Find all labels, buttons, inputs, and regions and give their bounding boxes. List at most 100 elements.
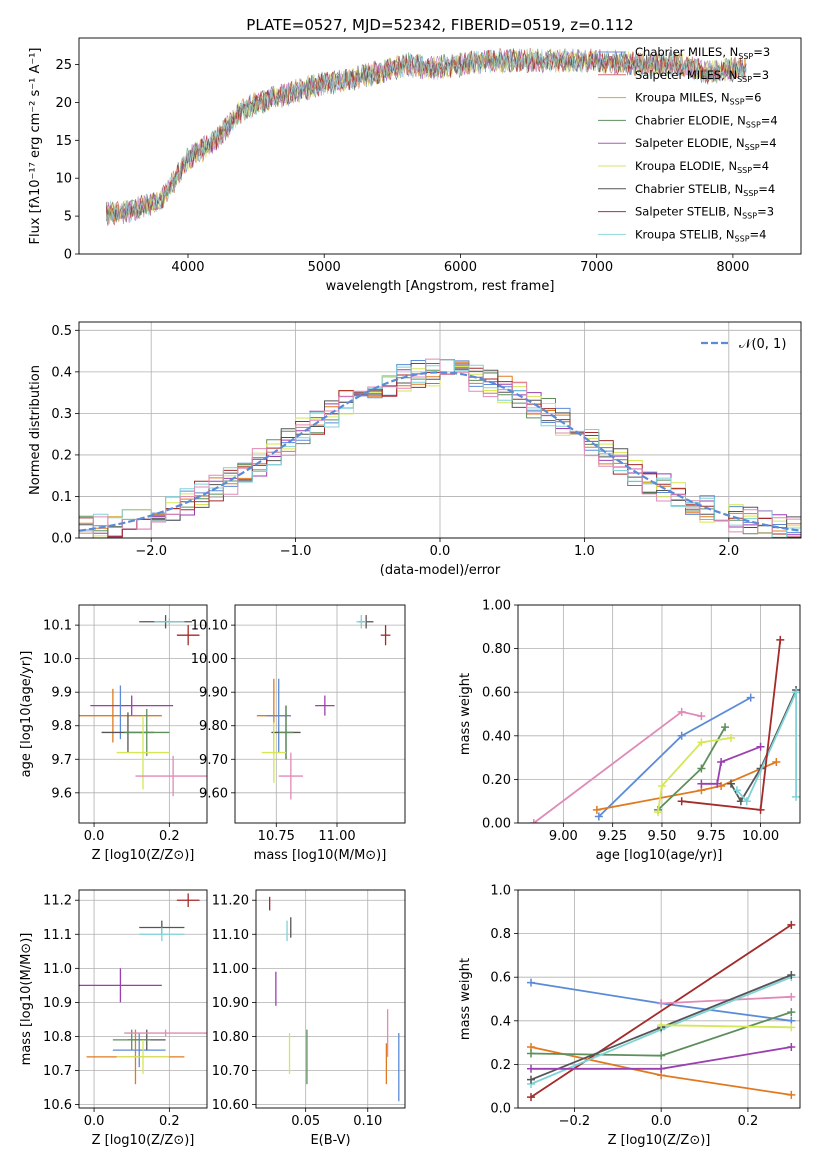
legend-entry: Salpeter ELODIE, NSSP=4 (635, 136, 777, 152)
legend-entry: Kroupa STELIB, NSSP=4 (635, 227, 766, 243)
weight-marker (529, 819, 538, 823)
weight-marker (717, 757, 726, 766)
weight-marker (787, 1090, 796, 1099)
x-tick-label: 9.75 (697, 829, 726, 844)
panel-age_vs_Z: 0.0 0.2 9.6 9.7 9.8 9.9 10.0 10.1 Z [log10(Z/Z⊙)… (19, 604, 208, 863)
weight-marker (787, 1008, 796, 1017)
legend-entry: 𝒩(0, 1) (739, 337, 786, 352)
axes-frame (78, 889, 208, 1109)
legend-count: =4 (752, 159, 769, 173)
errorbar-point (112, 1033, 166, 1068)
x-tick-label: 9.00 (549, 829, 578, 844)
weight-line (701, 745, 761, 785)
weight-marker (657, 1051, 666, 1060)
y-tick-label: 1.0 (490, 884, 511, 899)
y-tick-label: 10.70 (212, 1064, 249, 1079)
weight-marker (726, 779, 735, 788)
plot-area (269, 896, 400, 1102)
errorbar-point (356, 615, 367, 629)
x-tick-label: 4000 (171, 260, 204, 275)
legend-entry: Kroupa MILES, NSSP=6 (635, 91, 761, 107)
weight-line (661, 1024, 792, 1029)
legend-count: =3 (752, 68, 769, 82)
weight-marker (697, 764, 706, 773)
legend-sub: SSP (738, 52, 753, 61)
x-tick-label: 11.00 (318, 829, 355, 844)
y-tick-label: 11.0 (43, 962, 72, 977)
x-axis-label: (data-model)/error (380, 563, 501, 578)
x-tick-label: 0.2 (159, 829, 180, 844)
weight-line (657, 737, 732, 813)
plot-area (79, 358, 801, 538)
y-tick-label: 11.00 (212, 962, 249, 977)
axes-frame (234, 604, 406, 824)
axes-frame (517, 604, 801, 824)
weight-marker (726, 733, 735, 742)
x-tick-label: 0.2 (738, 1114, 759, 1129)
legend-entry: Chabrier MILES, NSSP=3 (635, 45, 770, 61)
weight-marker (697, 738, 706, 747)
figure-title: PLATE=0527, MJD=52342, FIBERID=0519, z=0… (246, 16, 633, 34)
panel-weight_vs_age: 9.00 9.25 9.50 9.75 10.00 0.00 0.20 0.40 0.60 0.8… (458, 599, 801, 863)
axes-frame (78, 321, 802, 539)
y-axis-label: mass weight (458, 958, 473, 1040)
y-tick-label: 0.0 (490, 1102, 511, 1117)
y-tick-label: 0.0 (51, 532, 72, 547)
y-tick-label: 10.1 (43, 619, 72, 634)
weight-marker (756, 805, 765, 814)
x-axis-label: wavelength [Angstrom, rest frame] (326, 279, 555, 294)
y-tick-label: 9.8 (51, 719, 72, 734)
x-tick-label: 7000 (580, 260, 613, 275)
legend-sub: SSP (742, 212, 757, 221)
weight-marker (677, 707, 686, 716)
legend-entry: Chabrier STELIB, NSSP=4 (635, 182, 775, 198)
plot-area (105, 47, 747, 226)
y-tick-label: 10.7 (43, 1064, 72, 1079)
y-tick-label: 0.5 (51, 324, 72, 339)
weight-marker (697, 712, 706, 721)
y-axis-label: Flux [fλ10⁻¹⁷ erg cm⁻² s⁻¹ A⁻¹] (28, 48, 43, 245)
axes-frame (78, 37, 802, 255)
errorbar-point (154, 618, 185, 626)
weight-marker (657, 999, 666, 1008)
weight-marker (732, 786, 741, 795)
weight-marker (697, 779, 706, 788)
y-tick-label: 0.3 (51, 407, 72, 422)
y-tick-label: 10.0 (43, 652, 72, 667)
x-tick-label: 0.0 (651, 1114, 672, 1129)
weight-marker (787, 992, 796, 1001)
x-axis-label: age [log10(age/yr)] (596, 848, 723, 863)
errorbar-point (124, 708, 170, 756)
legend-entry: Chabrier ELODIE, NSSP=4 (635, 113, 778, 129)
y-axis-label: mass weight (458, 673, 473, 755)
y-tick-label: 10.60 (212, 1098, 249, 1113)
errorbar-point (139, 927, 185, 942)
y-tick-label: 5 (64, 210, 72, 225)
weight-marker (787, 971, 796, 980)
histogram-step (79, 366, 801, 537)
y-tick-label: 0.80 (482, 642, 511, 657)
y-tick-label: 9.7 (51, 753, 72, 768)
y-tick-label: 1.00 (482, 599, 511, 614)
weight-marker (787, 1023, 796, 1032)
x-tick-label: 0.05 (291, 1114, 320, 1129)
panel-weight_vs_Z: −0.2 0.0 0.2 0.0 0.2 0.4 0.6 0.8 1.0 Z [log10(Z/Z… (458, 884, 801, 1148)
legend-entry: Salpeter MILES, NSSP=3 (635, 68, 769, 84)
legend-count: =3 (757, 205, 774, 219)
x-tick-label: 9.50 (647, 829, 676, 844)
y-tick-label: 0.2 (51, 448, 72, 463)
y-tick-label: 0 (64, 248, 72, 263)
y-tick-label: 0.1 (51, 490, 72, 505)
y-tick-label: 11.10 (212, 928, 249, 943)
weight-marker (594, 812, 603, 821)
panel-residuals: −2.0 −1.0 0.0 1.0 2.0 0.0 0.1 0.2 0.3 0.4 0.5 (data… (28, 321, 802, 578)
legend-entry: Kroupa ELODIE, NSSP=4 (635, 159, 769, 175)
x-tick-label: 2.0 (718, 544, 739, 559)
legend-count: =4 (761, 113, 778, 127)
y-axis-label: age [log10(age/yr)] (19, 651, 34, 778)
y-tick-label: 9.9 (51, 686, 72, 701)
weight-marker (742, 797, 751, 806)
weight-marker (527, 978, 536, 987)
x-tick-label: 0.0 (84, 829, 105, 844)
